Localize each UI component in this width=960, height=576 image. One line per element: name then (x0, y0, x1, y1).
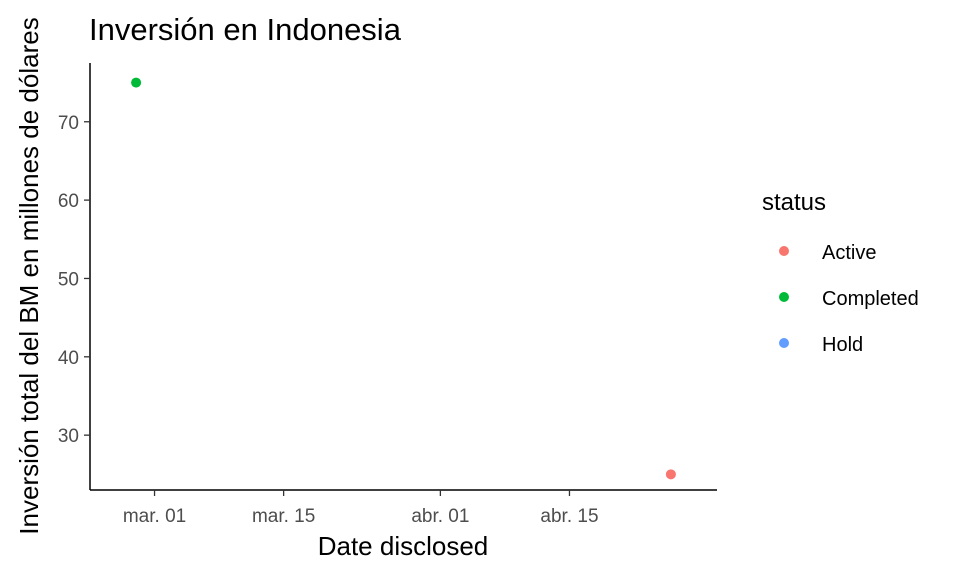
x-tick-label: mar. 15 (252, 506, 315, 527)
legend-entries: Active Completed Hold (779, 242, 919, 356)
y-tick-label: 50 (58, 269, 79, 290)
y-axis: 30 40 50 60 70 (58, 63, 91, 490)
y-tick-label: 30 (58, 426, 79, 447)
y-tick-label: 40 (58, 348, 79, 369)
chart-title: Inversión en Indonesia (89, 12, 402, 47)
x-ticks: mar. 01 mar. 15 abr. 01 abr. 15 (123, 490, 599, 527)
legend: status Active Completed Hold (762, 189, 919, 356)
x-axis: mar. 01 mar. 15 abr. 01 abr. 15 (90, 489, 717, 527)
x-tick-label: abr. 01 (411, 506, 469, 527)
x-tick-label: abr. 15 (540, 506, 598, 527)
legend-label-completed: Completed (822, 288, 919, 310)
legend-key-completed (779, 292, 789, 302)
x-axis-title: Date disclosed (318, 531, 489, 561)
legend-title: status (762, 189, 826, 216)
y-axis-title: Inversión total del BM en millones de dó… (14, 17, 44, 534)
y-tick-label: 60 (58, 191, 79, 212)
legend-key-hold (779, 338, 789, 348)
legend-label-active: Active (822, 242, 876, 264)
data-point-active (665, 469, 676, 480)
y-tick-label: 70 (58, 113, 79, 134)
legend-label-hold: Hold (822, 334, 863, 356)
y-ticks: 30 40 50 60 70 (58, 113, 90, 447)
data-point-completed (131, 77, 142, 88)
x-tick-label: mar. 01 (123, 506, 186, 527)
legend-key-active (779, 246, 789, 256)
data-points (131, 77, 676, 480)
